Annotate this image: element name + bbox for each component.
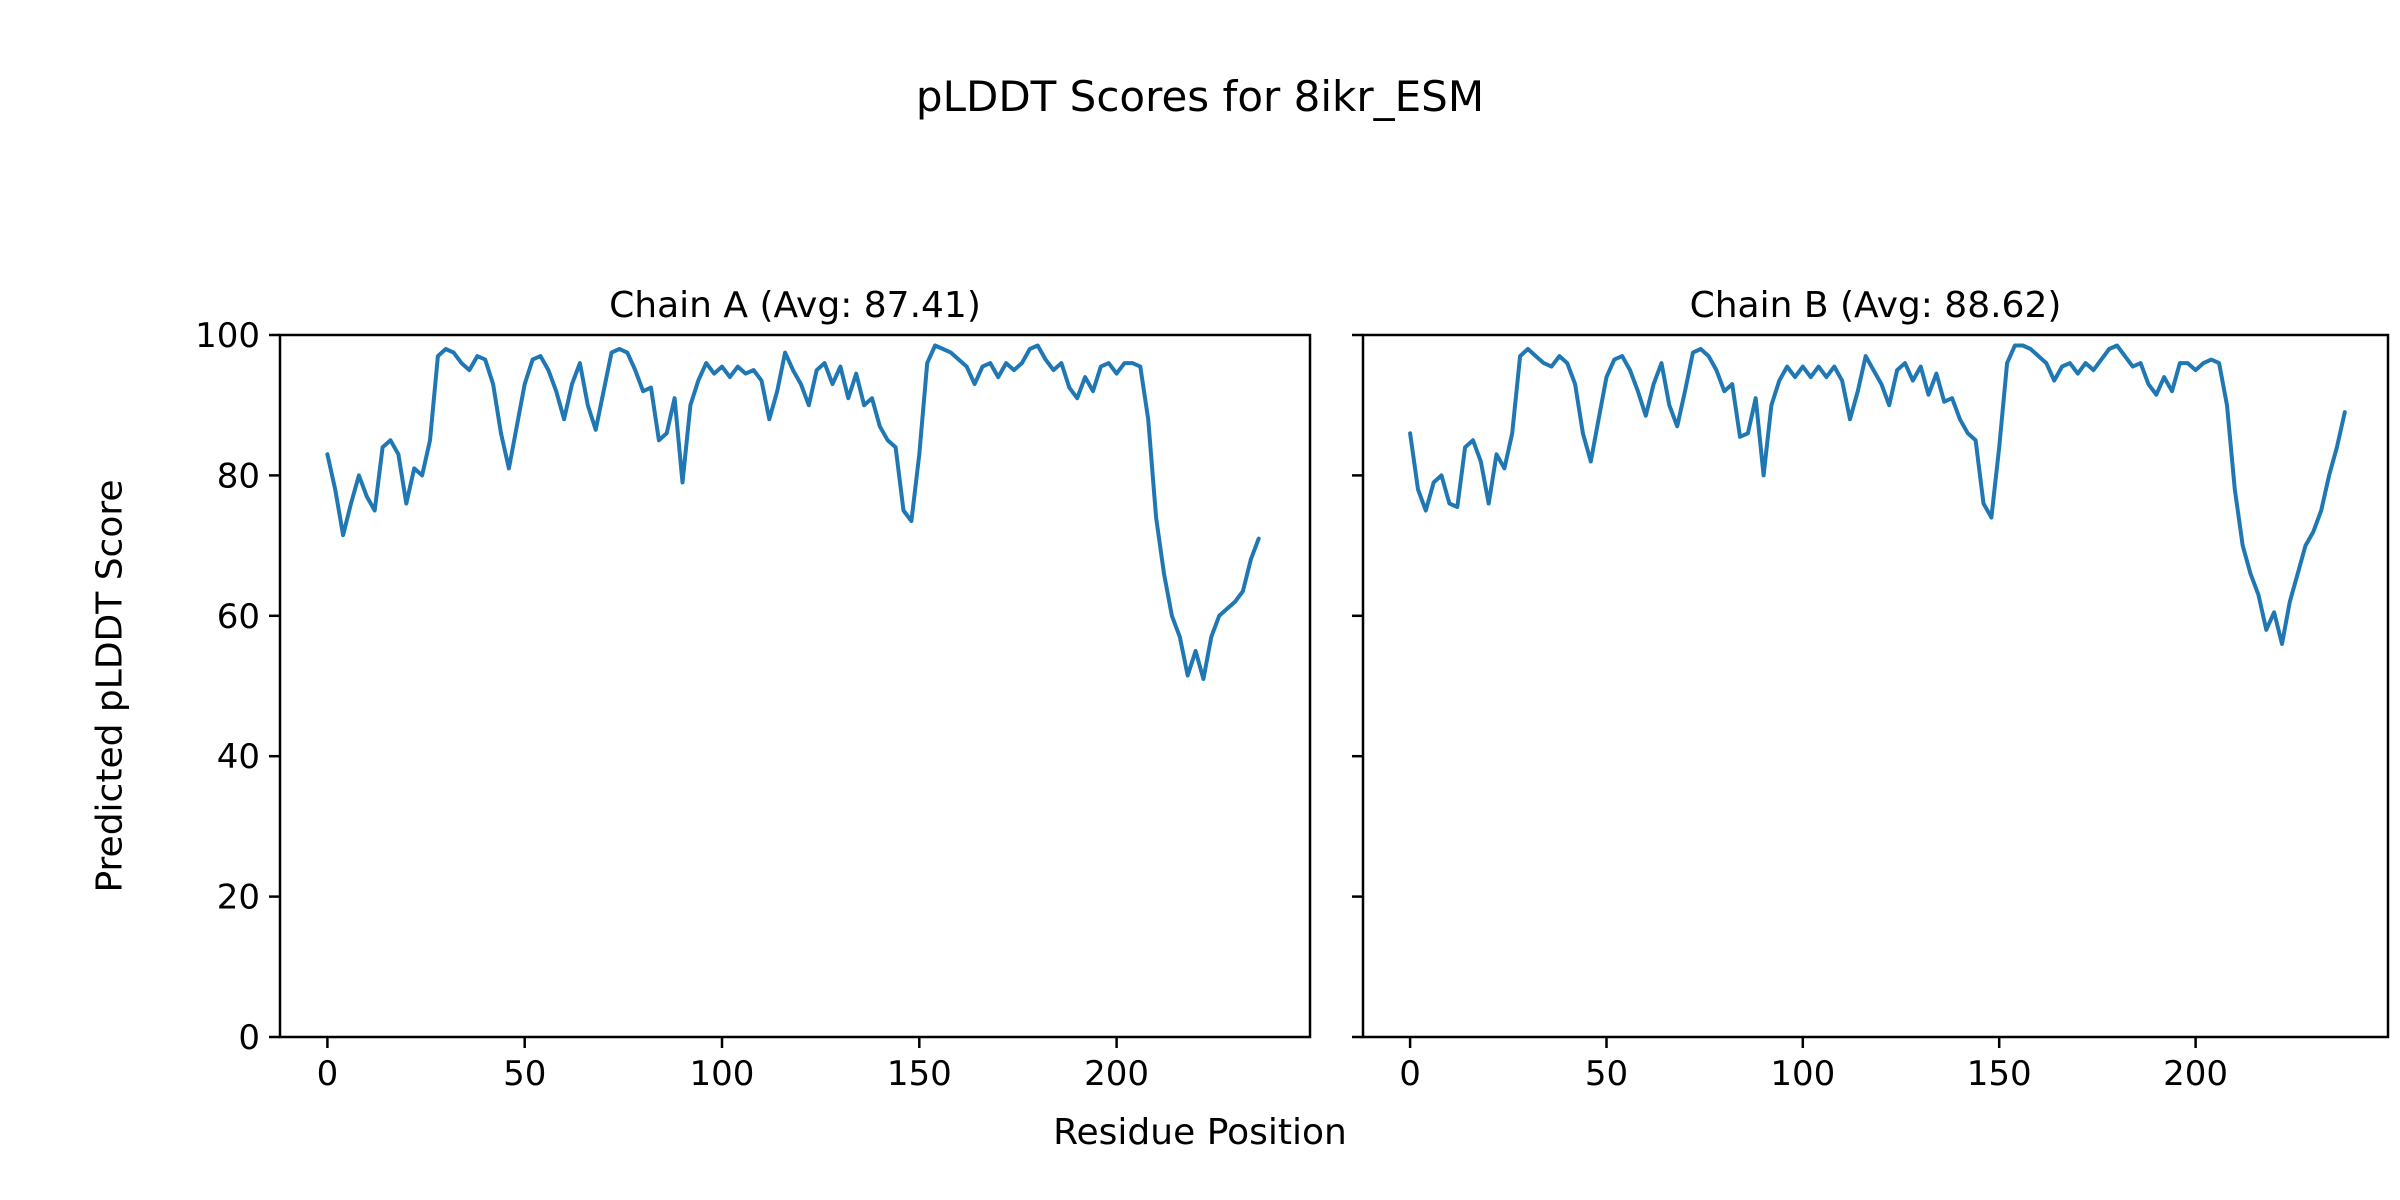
- x-axis-label: Residue Position: [1053, 1112, 1347, 1153]
- svg-text:100: 100: [1770, 1054, 1835, 1094]
- chain-b-title: Chain B (Avg: 88.62): [1689, 285, 2062, 326]
- svg-text:150: 150: [887, 1054, 952, 1094]
- chain-b-plot: 0 50 100 150 200: [1352, 333, 2390, 1094]
- svg-text:20: 20: [217, 878, 260, 918]
- svg-text:100: 100: [195, 316, 260, 356]
- svg-text:200: 200: [1084, 1054, 1149, 1094]
- svg-text:0: 0: [317, 1054, 339, 1094]
- svg-text:200: 200: [2163, 1054, 2228, 1094]
- svg-text:50: 50: [1585, 1054, 1628, 1094]
- svg-text:40: 40: [217, 737, 260, 777]
- svg-text:0: 0: [238, 1018, 260, 1058]
- svg-text:50: 50: [503, 1054, 546, 1094]
- svg-text:150: 150: [1967, 1054, 2032, 1094]
- y-axis-label: Predicted pLDDT Score: [89, 479, 131, 893]
- svg-text:80: 80: [217, 456, 260, 496]
- figure-title: pLDDT Scores for 8ikr_ESM: [915, 72, 1485, 121]
- chain-a-title: Chain A (Avg: 87.41): [609, 285, 981, 326]
- svg-text:100: 100: [690, 1054, 755, 1094]
- svg-text:60: 60: [217, 597, 260, 637]
- svg-text:0: 0: [1399, 1054, 1421, 1094]
- chain-a-plot: 0 50 100 150 200 0 20 40 60 80 100: [195, 316, 1312, 1094]
